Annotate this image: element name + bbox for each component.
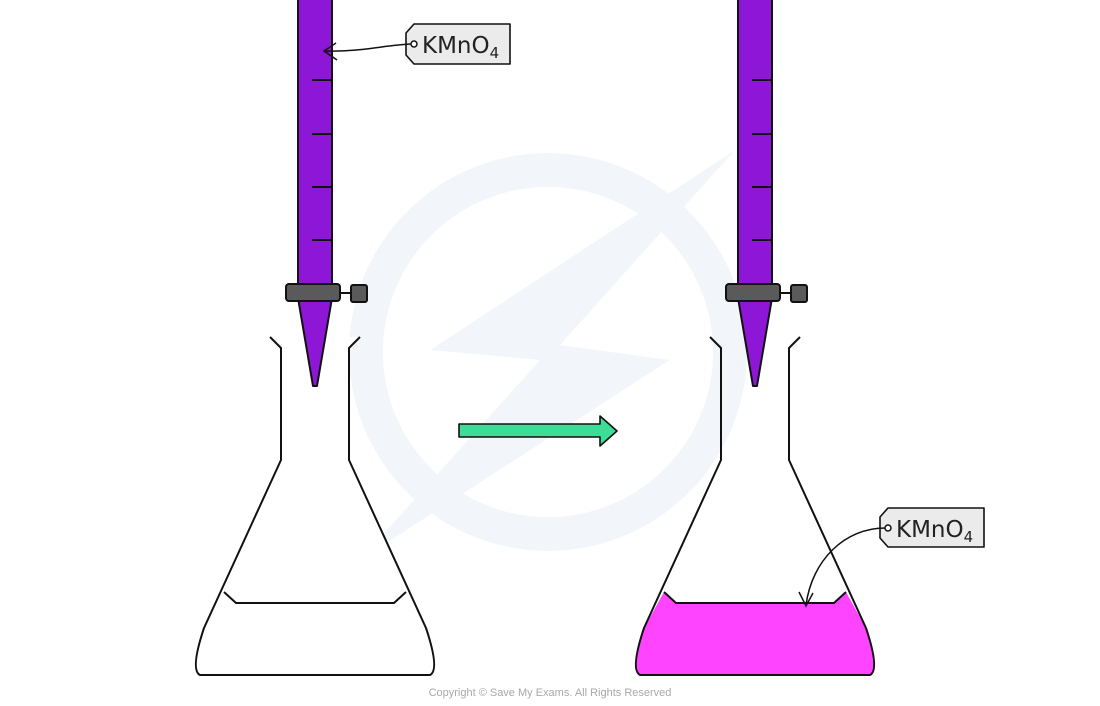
svg-text:KMnO4: KMnO4 <box>896 517 973 546</box>
burette-left <box>285 0 368 387</box>
copyright-notice: Copyright © Save My Exams. All Rights Re… <box>428 687 672 699</box>
burette-right-tube <box>737 0 773 289</box>
label-burette-left-pointer <box>323 43 412 52</box>
flask-right-solution <box>635 592 875 675</box>
flask-left-liquid-line <box>223 591 407 604</box>
label-burette-left: KMnO4 <box>322 23 511 65</box>
label-burette-left-text: KMnO <box>422 33 490 59</box>
label-flask-right-subscript: 4 <box>964 528 974 546</box>
label-flask-right-text: KMnO <box>896 517 964 543</box>
burette-right <box>725 0 808 387</box>
burette-right-stopcock-icon <box>725 283 808 303</box>
flask-right <box>634 336 876 676</box>
svg-text:KMnO4: KMnO4 <box>422 33 499 62</box>
right-setup: KMnO4 <box>634 0 985 676</box>
label-flask-right-pointer <box>805 527 886 606</box>
label-burette-left-subscript: 4 <box>490 44 500 62</box>
watermark-logo-icon <box>349 150 747 560</box>
left-setup: KMnO4 <box>194 0 511 676</box>
flask-left <box>194 336 436 676</box>
burette-left-stopcock-icon <box>285 283 368 303</box>
label-flask-right: KMnO4 <box>798 507 985 608</box>
flask-right-liquid-line <box>663 591 847 604</box>
burette-left-graduations <box>312 79 332 241</box>
burette-left-tube <box>297 0 333 289</box>
reaction-arrow-icon <box>458 415 618 447</box>
burette-right-graduations <box>752 79 772 241</box>
